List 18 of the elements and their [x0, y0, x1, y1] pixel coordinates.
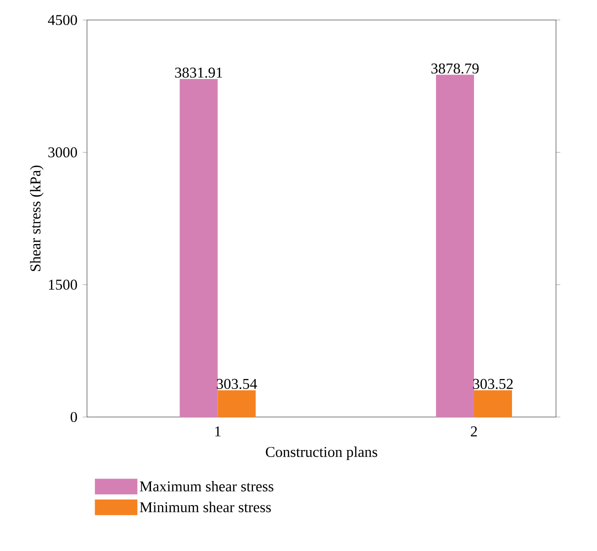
data-label: 303.54: [216, 378, 258, 390]
x-tick-label: 2: [470, 426, 477, 436]
data-label: 303.52: [473, 378, 513, 390]
y-tick-label: 0: [70, 412, 77, 422]
legend-label: Minimum shear stress: [140, 502, 271, 512]
x-axis-title: Construction plans: [266, 446, 378, 460]
x-tick-label: 1: [215, 426, 221, 436]
y-tick-label: 3000: [48, 147, 77, 158]
data-label: 3831.91: [175, 68, 222, 78]
bar: [180, 78, 218, 417]
bar: [218, 390, 256, 417]
y-axis-title: Shear stress (kPa): [30, 166, 44, 272]
y-tick-label: 4500: [48, 14, 77, 26]
bar: [436, 74, 474, 417]
legend-label: Maximum shear stress: [140, 480, 274, 492]
data-label: 3878.79: [431, 63, 479, 74]
y-tick-label: 1500: [48, 280, 77, 290]
bar: [474, 390, 512, 417]
